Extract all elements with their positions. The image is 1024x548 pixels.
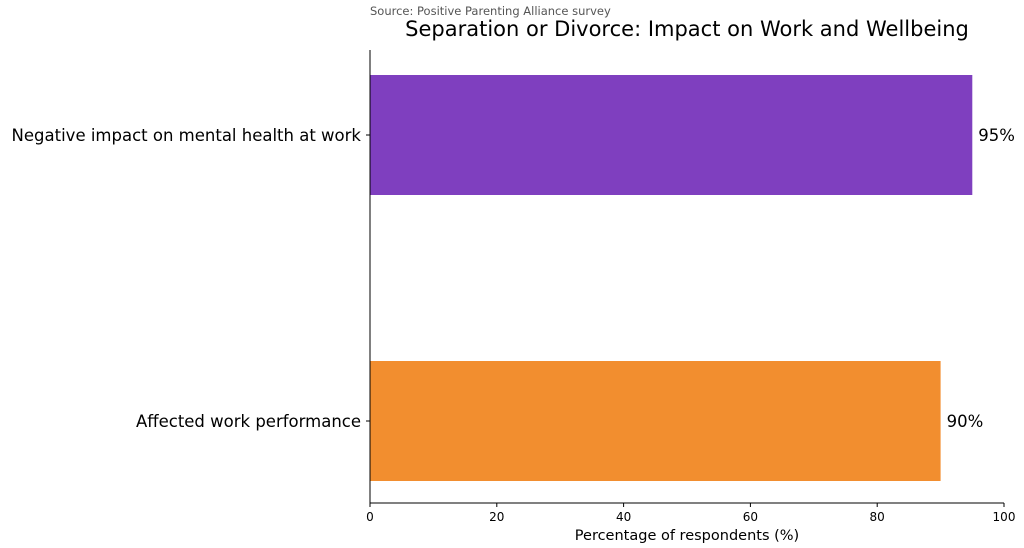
category-label-2: Affected work performance [136,412,361,431]
data-labels: 95% 90% [947,126,1015,431]
data-label-1: 95% [978,126,1015,145]
x-axis-ticks: 0 20 40 60 80 100 [366,503,1015,524]
x-axis-label: Percentage of respondents (%) [575,528,799,544]
data-label-2: 90% [947,412,984,431]
plot-frame [369,50,1004,504]
bar-2 [370,361,941,481]
category-labels: Negative impact on mental health at work… [12,126,370,431]
source-note: Source: Positive Parenting Alliance surv… [370,4,611,18]
bars-group [370,75,973,481]
x-tick-label-100: 100 [993,510,1016,524]
x-tick-label-60: 60 [743,510,758,524]
x-tick-label-40: 40 [616,510,631,524]
x-tick-label-20: 20 [489,510,504,524]
bar-1 [370,75,973,195]
category-label-1: Negative impact on mental health at work [12,126,362,145]
chart-title: Separation or Divorce: Impact on Work an… [405,17,969,41]
x-tick-label-0: 0 [366,510,374,524]
x-tick-label-80: 80 [870,510,885,524]
